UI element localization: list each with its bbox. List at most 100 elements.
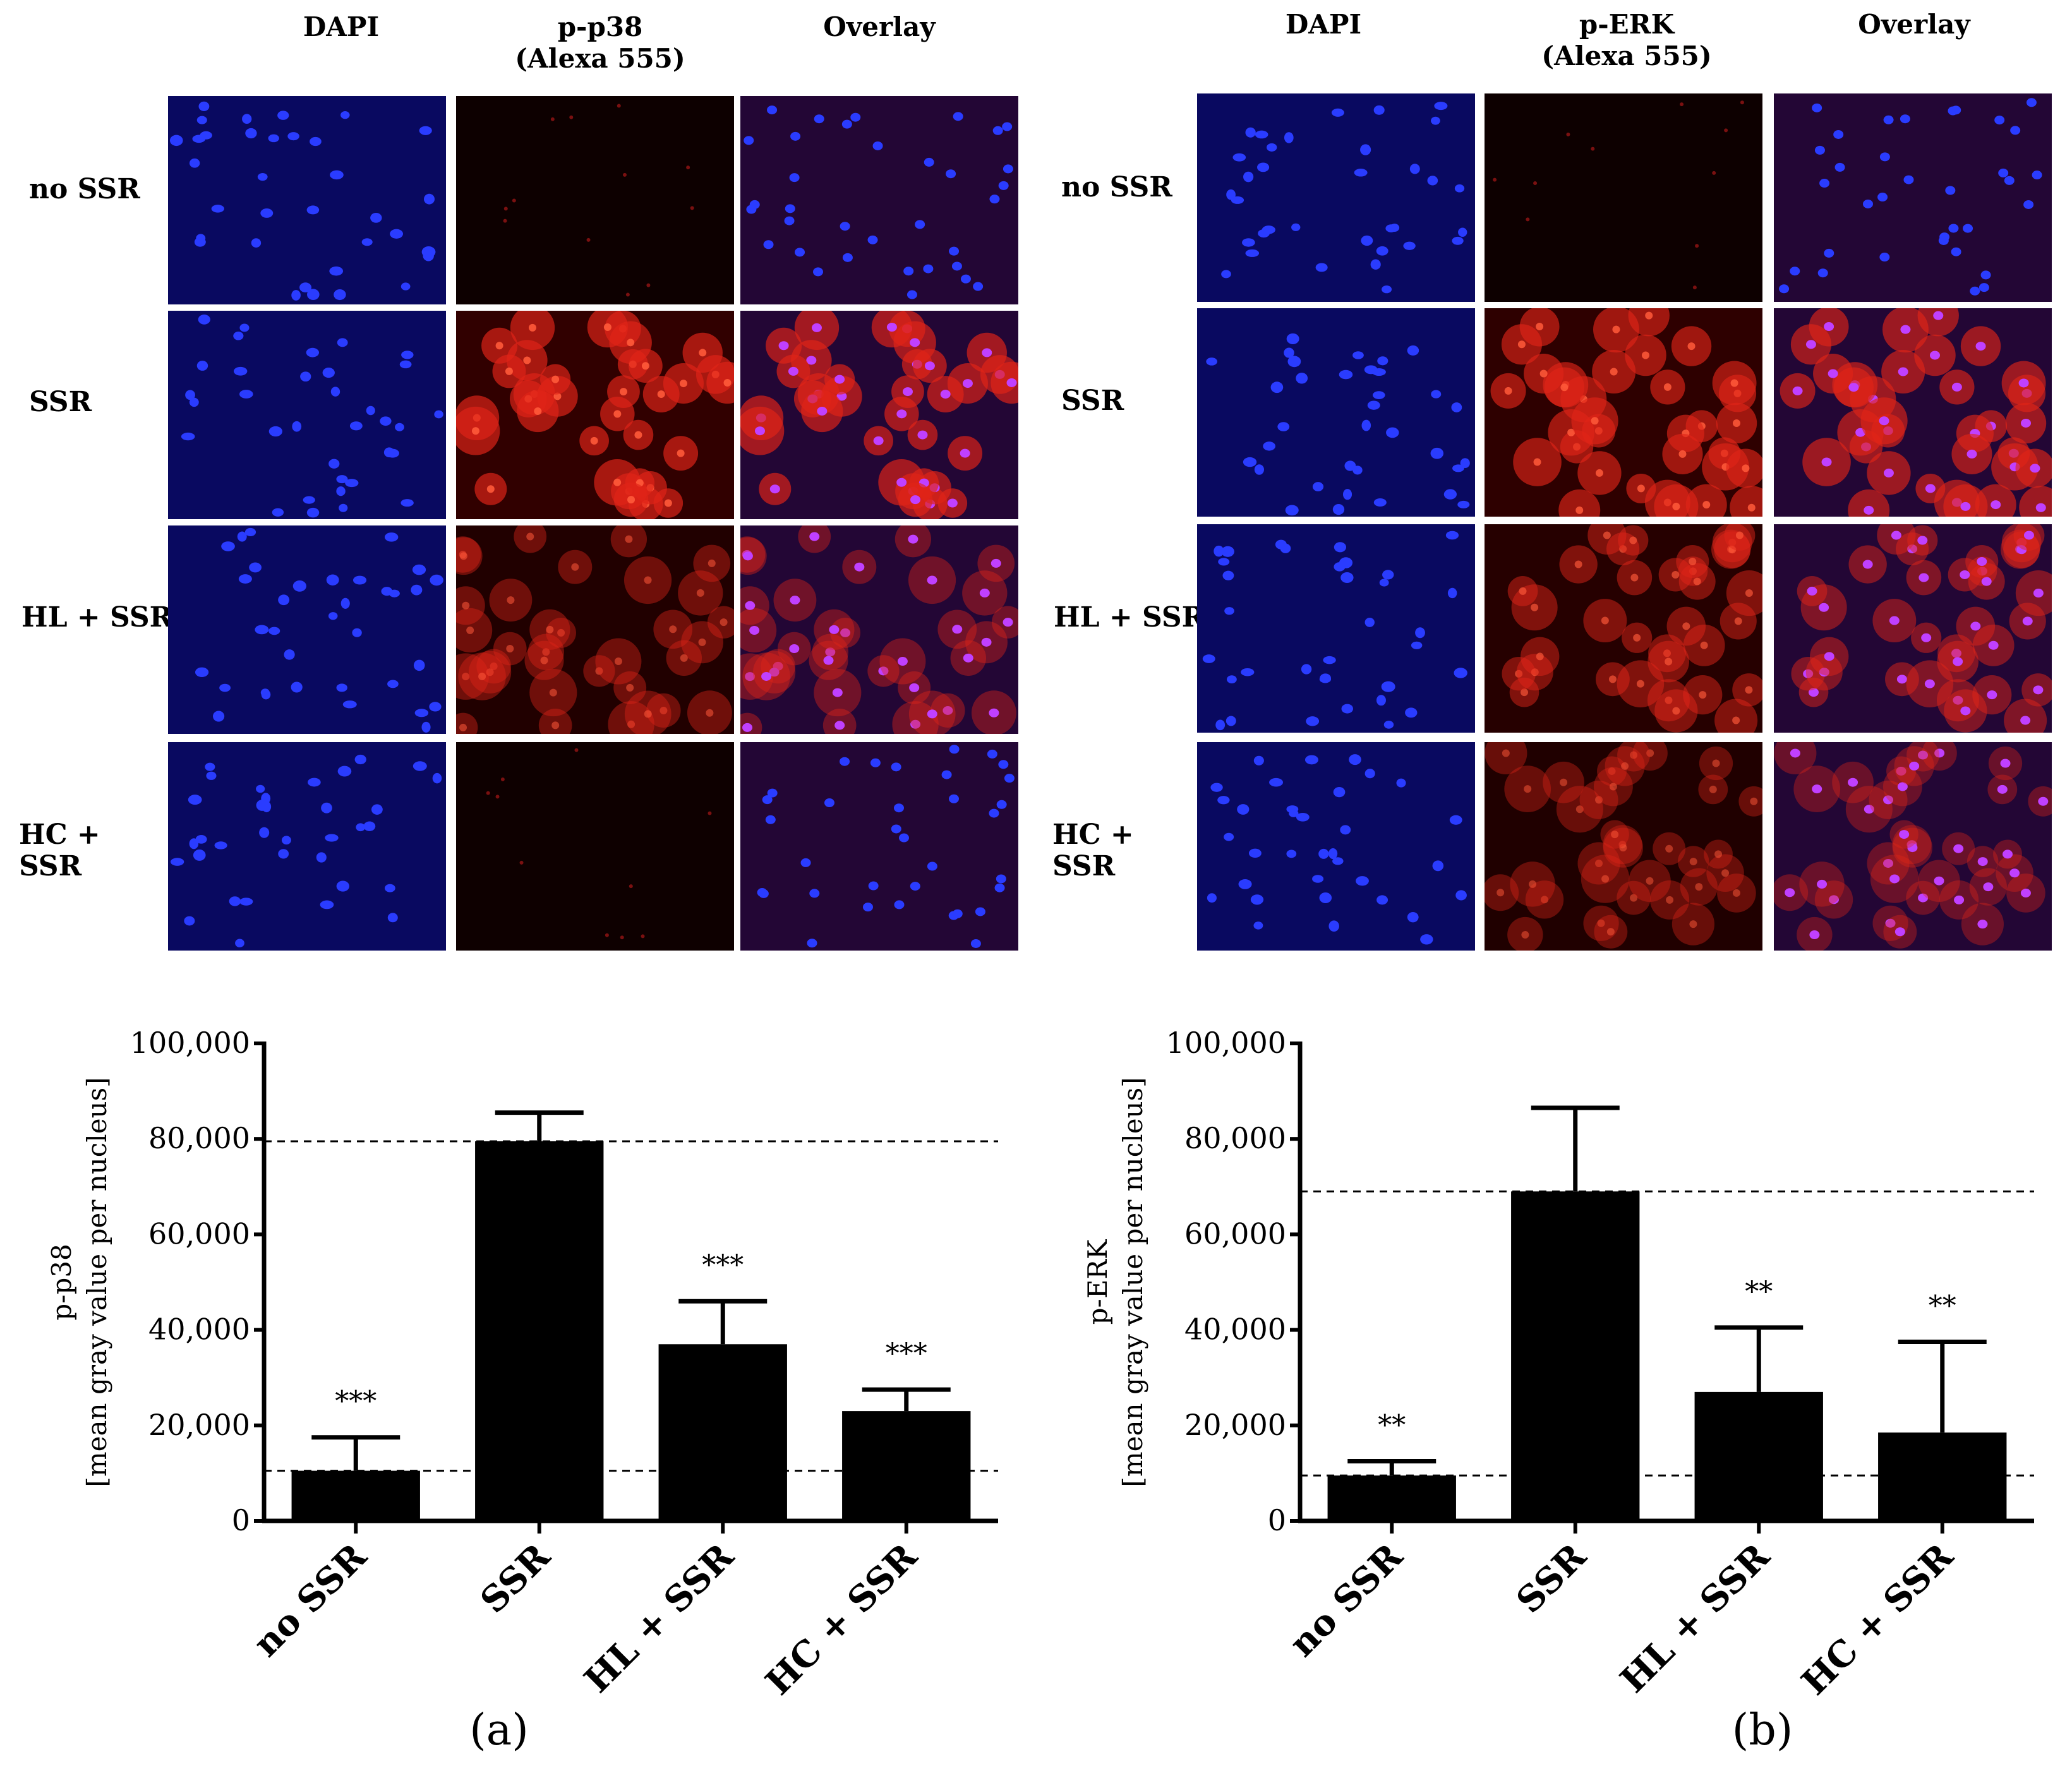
nucleus (910, 882, 920, 891)
nucleus-stain (627, 720, 635, 728)
nucleus (1255, 130, 1268, 139)
speck (620, 935, 624, 940)
nucleus-stain (571, 563, 579, 571)
nucleus (758, 889, 769, 898)
nucleus (326, 574, 339, 585)
nucleus (1226, 189, 1236, 200)
nucleus (744, 136, 754, 145)
nucleus (1907, 843, 1918, 853)
nucleus (948, 794, 959, 803)
nucleus (193, 849, 206, 861)
nucleus (196, 116, 207, 124)
significance-label: *** (335, 1386, 376, 1418)
nucleus (281, 836, 291, 845)
micrograph-tint (1774, 524, 2052, 733)
nucleus (998, 760, 1009, 769)
nucleus-stain (549, 688, 557, 697)
micrograph-stain-ssr (456, 311, 734, 519)
nucleus (778, 341, 789, 351)
nucleus (421, 246, 436, 258)
speck (586, 237, 591, 242)
nucleus (1954, 895, 1965, 904)
nucleus-stain (1663, 383, 1671, 391)
y-axis-label: p-ERK (1082, 1239, 1113, 1324)
nucleus-stain (1497, 889, 1505, 897)
nucleus (337, 765, 352, 777)
nucleus (1396, 778, 1406, 788)
y-tick-label: 80,000 (148, 1121, 250, 1155)
nucleus (1939, 232, 1950, 242)
nucleus (1332, 503, 1345, 515)
nucleus (1296, 373, 1308, 384)
nucleus-stain (1603, 531, 1611, 539)
nucleus (1991, 500, 2001, 510)
nucleus (754, 426, 765, 436)
nucleus (1403, 241, 1416, 250)
nucleus (2018, 378, 2029, 388)
nucleus (1817, 879, 1828, 889)
nucleus (994, 883, 1005, 892)
bar (475, 1141, 604, 1521)
nucleus (1988, 640, 1999, 650)
bar (1878, 1432, 2007, 1521)
nucleus-stain (644, 710, 652, 718)
nucleus (401, 282, 411, 291)
nucleus (421, 721, 431, 733)
micrograph-stain-hc-ssr (456, 742, 734, 951)
nucleus (943, 705, 953, 715)
nucleus-stain (1672, 502, 1680, 510)
nucleus-stain (657, 390, 665, 399)
nucleus (886, 323, 897, 332)
nucleus (194, 237, 206, 247)
nucleus (272, 508, 284, 517)
nucleus-stain (1745, 686, 1753, 694)
nucleus (1891, 531, 1901, 540)
nucleus (1790, 267, 1800, 276)
x-category-label: no SSR (1281, 1535, 1411, 1665)
speck (569, 115, 574, 119)
nucleus (284, 649, 295, 660)
nucleus (1864, 805, 1874, 814)
speck (486, 791, 490, 795)
y-axis-label-units: [mean gray value per nucleus] (81, 1077, 112, 1487)
nucleus (1376, 895, 1388, 905)
nucleus-stain (1539, 369, 1548, 378)
nucleus (790, 131, 801, 141)
micrograph-overlay-no-ssr (1774, 93, 2052, 302)
nucleus (306, 205, 320, 215)
nucleus (742, 723, 753, 732)
nucleus (1250, 894, 1264, 905)
nucleus (840, 628, 851, 637)
nucleus-stain (1695, 883, 1703, 891)
nucleus-stain (1608, 767, 1616, 775)
row-label-hc-ssr: HC + SSR (1052, 819, 1134, 882)
nucleus (345, 479, 359, 488)
nucleus (387, 680, 399, 688)
nucleus-stain (1536, 323, 1544, 331)
nucleus (1460, 458, 1470, 469)
nucleus (303, 496, 315, 504)
col-header-stain: p-p38 (Alexa 555) (515, 11, 685, 74)
nucleus (1296, 812, 1310, 822)
nucleus-stain (1529, 880, 1537, 888)
nucleus (1003, 164, 1013, 174)
nucleus (1245, 127, 1256, 138)
nucleus (1934, 876, 1944, 885)
nucleus (413, 761, 427, 771)
nucleus (870, 758, 881, 767)
nucleus (769, 484, 780, 494)
nucleus (291, 290, 301, 301)
nucleus (1277, 422, 1290, 431)
nucleus-stain (627, 496, 635, 504)
nucleus (960, 448, 970, 458)
micrograph-tint (1197, 93, 1475, 302)
nucleus (278, 849, 289, 859)
nucleus (1879, 152, 1890, 162)
nucleus (749, 625, 760, 635)
nucleus (1977, 556, 1987, 566)
micrograph-tint (168, 311, 446, 519)
panel-tag: (b) (1732, 1705, 1793, 1755)
nucleus (2033, 685, 2044, 695)
micrograph-overlay-hc-ssr (1774, 742, 2052, 951)
nucleus (1934, 748, 1945, 758)
